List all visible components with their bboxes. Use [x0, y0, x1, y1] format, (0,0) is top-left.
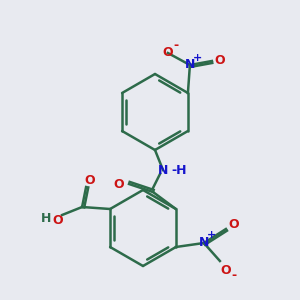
Text: -: -	[231, 268, 236, 281]
Text: +: +	[193, 53, 203, 63]
Text: H: H	[41, 212, 51, 224]
Text: O: O	[220, 265, 231, 278]
Text: N: N	[185, 58, 195, 71]
Text: O: O	[53, 214, 63, 227]
Text: O: O	[163, 46, 173, 59]
Text: -H: -H	[171, 164, 187, 176]
Text: O: O	[214, 55, 225, 68]
Text: +: +	[207, 230, 217, 240]
Text: -: -	[173, 40, 178, 52]
Text: O: O	[85, 175, 95, 188]
Text: O: O	[114, 178, 124, 190]
Text: N: N	[199, 236, 209, 250]
Text: O: O	[229, 218, 239, 232]
Text: N: N	[158, 164, 168, 176]
